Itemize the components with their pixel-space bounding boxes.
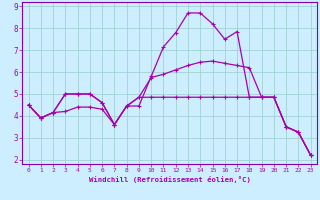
X-axis label: Windchill (Refroidissement éolien,°C): Windchill (Refroidissement éolien,°C) <box>89 176 251 183</box>
